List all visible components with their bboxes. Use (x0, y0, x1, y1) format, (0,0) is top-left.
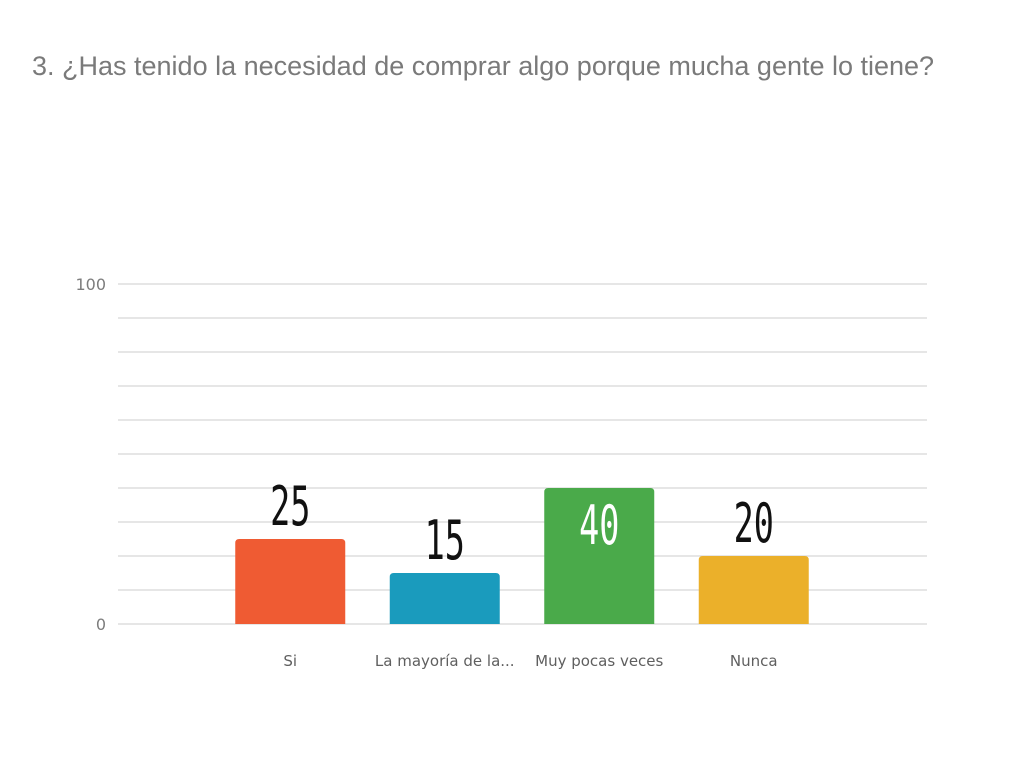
y-tick-label: 100 (75, 275, 106, 294)
bar (698, 556, 809, 624)
y-axis-ticks: 0 100 (75, 275, 106, 634)
category-labels: Si La mayoría de la... Muy pocas veces Nunc… (283, 652, 777, 670)
bar (235, 539, 346, 624)
value-label: 20 (734, 492, 774, 556)
category-label: Muy pocas veces (535, 652, 663, 670)
category-label: La mayoría de la... (375, 652, 515, 670)
y-tick-label: 0 (96, 615, 106, 634)
bar (389, 573, 500, 624)
value-label: 15 (425, 509, 465, 573)
bars (235, 488, 809, 624)
slide-title: 3. ¿Has tenido la necesidad de comprar a… (32, 51, 935, 81)
value-label: 25 (270, 475, 310, 539)
bar (544, 488, 655, 624)
value-label: 40 (579, 494, 619, 558)
category-label: Si (283, 652, 297, 670)
category-label: Nunca (730, 652, 778, 670)
value-labels: 25 15 40 20 (270, 475, 774, 573)
